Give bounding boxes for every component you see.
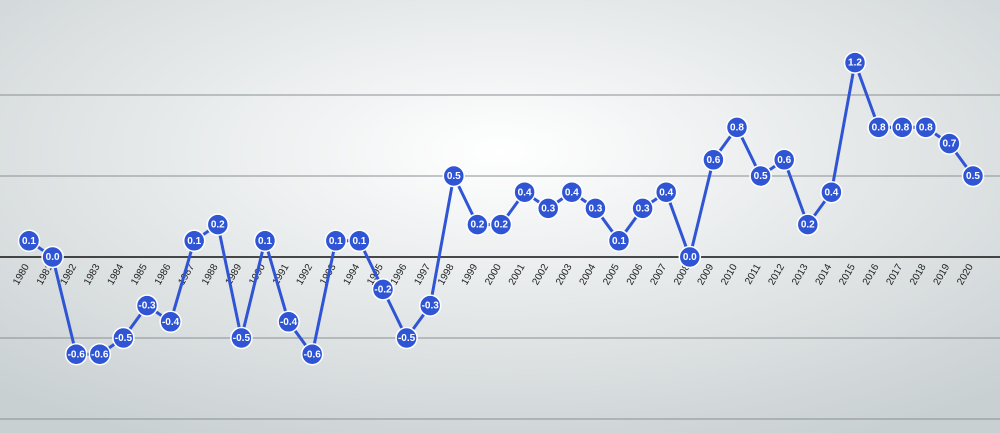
data-label: 0.8 xyxy=(730,123,744,134)
data-label: -0.3 xyxy=(138,301,156,312)
data-label: -0.3 xyxy=(422,301,440,312)
data-label: 0.1 xyxy=(612,236,626,247)
data-label: 0.5 xyxy=(754,171,768,182)
data-label: 0.2 xyxy=(470,220,484,231)
data-label: 0.2 xyxy=(211,220,225,231)
data-label: -0.5 xyxy=(233,333,251,344)
data-label: -0.6 xyxy=(91,349,109,360)
point xyxy=(182,229,206,253)
point xyxy=(230,326,253,350)
data-label: -0.6 xyxy=(304,349,322,360)
data-label: -0.4 xyxy=(280,317,298,328)
data-label: -0.4 xyxy=(162,317,180,328)
point xyxy=(348,229,371,253)
point xyxy=(513,180,536,204)
data-label: 0.4 xyxy=(518,187,532,198)
data-label: 0.4 xyxy=(659,187,673,198)
data-label: -0.5 xyxy=(115,333,133,344)
data-label: 0.1 xyxy=(352,236,366,247)
point xyxy=(64,342,88,366)
data-label: 0.7 xyxy=(942,139,956,150)
data-label: 0.1 xyxy=(329,236,343,247)
point xyxy=(324,229,348,253)
point xyxy=(772,148,796,172)
data-label: 0.8 xyxy=(872,123,886,134)
point xyxy=(41,245,64,269)
point xyxy=(536,197,560,220)
data-label: 0.3 xyxy=(588,204,602,215)
point xyxy=(277,310,300,334)
point xyxy=(938,132,961,155)
point xyxy=(560,180,584,204)
data-label: 1.2 xyxy=(848,58,862,69)
point xyxy=(631,197,654,220)
point xyxy=(607,229,631,253)
data-label: 0.6 xyxy=(777,155,791,166)
point xyxy=(820,180,843,204)
data-label: -0.2 xyxy=(374,285,392,296)
data-label: 0.3 xyxy=(541,204,555,215)
data-label: 0.1 xyxy=(258,236,272,247)
data-label: 0.8 xyxy=(919,123,933,134)
data-label: 0.6 xyxy=(706,155,720,166)
data-label: 0.4 xyxy=(565,187,579,198)
point xyxy=(725,116,749,139)
data-label: 0.5 xyxy=(966,171,980,182)
point xyxy=(112,326,135,350)
point xyxy=(395,326,418,350)
point xyxy=(749,164,772,188)
point xyxy=(159,310,182,334)
data-label: 0.2 xyxy=(801,220,815,231)
point xyxy=(253,229,277,253)
point xyxy=(867,116,890,139)
point xyxy=(418,294,442,317)
point xyxy=(442,164,466,188)
data-label: 0.5 xyxy=(447,171,461,182)
point xyxy=(961,164,985,188)
point xyxy=(584,197,607,220)
data-label: 0.0 xyxy=(683,252,697,263)
point xyxy=(300,342,324,366)
point xyxy=(654,180,678,204)
point xyxy=(135,294,159,317)
point xyxy=(914,116,938,139)
point xyxy=(88,342,112,366)
data-label: -0.6 xyxy=(68,349,86,360)
data-label: 0.1 xyxy=(22,236,36,247)
point xyxy=(796,213,820,236)
point xyxy=(890,116,914,139)
data-label: 0.2 xyxy=(494,220,508,231)
data-label: 0.0 xyxy=(46,252,60,263)
point xyxy=(17,229,41,253)
point xyxy=(702,148,725,172)
point xyxy=(206,213,230,236)
point xyxy=(843,51,867,74)
point xyxy=(466,213,489,236)
point xyxy=(489,213,513,236)
data-label: 0.3 xyxy=(636,204,650,215)
data-label: 0.8 xyxy=(895,123,909,134)
data-label: -0.5 xyxy=(398,333,416,344)
data-label: 0.4 xyxy=(824,187,838,198)
point xyxy=(678,245,702,269)
point xyxy=(371,278,395,301)
data-label: 0.1 xyxy=(187,236,201,247)
